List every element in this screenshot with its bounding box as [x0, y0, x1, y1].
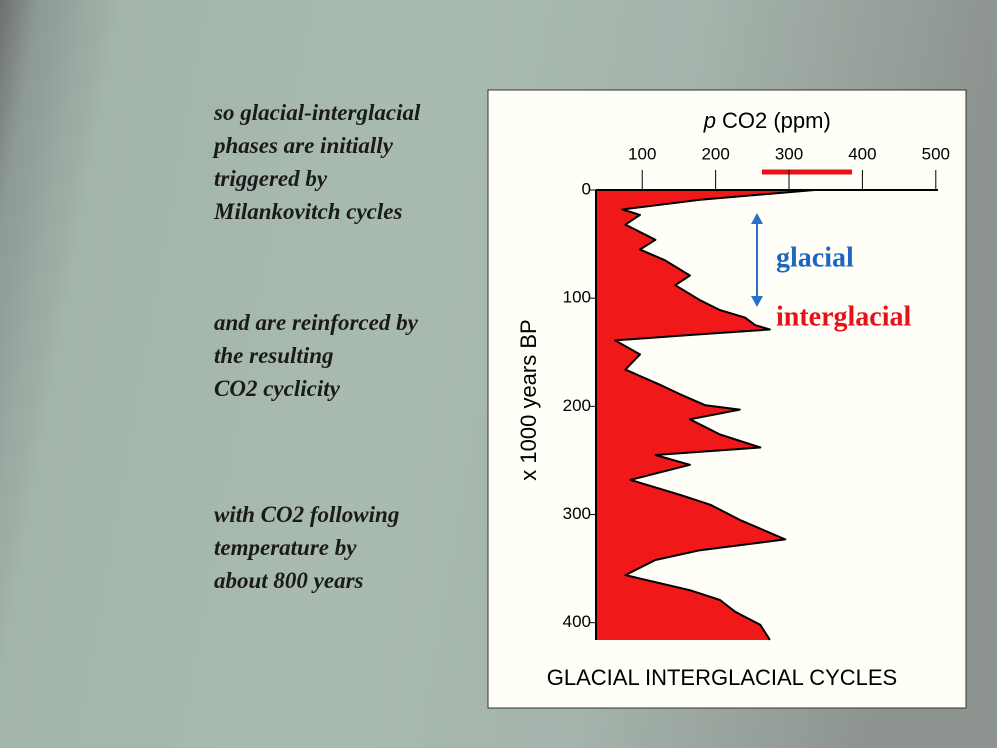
y-tick-label: 100 — [563, 288, 591, 307]
text-line: so glacial-interglacial — [214, 100, 421, 125]
paragraph: so glacial-interglacial phases are initi… — [214, 96, 420, 228]
area-line — [614, 189, 815, 641]
x-tick-label: 400 — [848, 144, 876, 163]
annotation: glacial — [776, 242, 854, 273]
y-tick-label: 300 — [563, 504, 591, 523]
y-axis-label: x 1000 years BP — [516, 319, 541, 480]
text-line: about 800 years — [214, 568, 364, 593]
text-line: phases are initially — [214, 133, 393, 158]
text-line: the resulting — [214, 343, 334, 368]
chart-title: GLACIAL INTERGLACIAL CYCLES — [547, 665, 898, 690]
text-line: Milankovitch cycles — [214, 199, 403, 224]
text-line: CO2 cyclicity — [214, 376, 340, 401]
text-line: temperature by — [214, 535, 357, 560]
paragraph: with CO2 following temperature by about … — [214, 498, 399, 597]
y-tick-label: 200 — [563, 396, 591, 415]
text-line: with CO2 following — [214, 502, 400, 527]
x-tick-label: 300 — [775, 144, 803, 163]
y-tick-label: 400 — [563, 612, 591, 631]
text-line: triggered by — [214, 166, 328, 191]
area-fill — [596, 190, 815, 640]
text-line: and are reinforced by — [214, 310, 418, 335]
paragraph: and are reinforced by the resulting CO2 … — [214, 306, 418, 405]
x-tick-label: 100 — [628, 144, 656, 163]
annotation: interglacial — [776, 301, 912, 332]
x-tick-label: 200 — [701, 144, 729, 163]
y-tick-label: 0 — [582, 179, 591, 198]
x-tick-label: 500 — [922, 144, 950, 163]
x-axis-label: CO2 (ppm) — [722, 108, 831, 133]
x-axis-label-italic: p — [703, 108, 716, 133]
arrow-heads — [751, 213, 763, 307]
